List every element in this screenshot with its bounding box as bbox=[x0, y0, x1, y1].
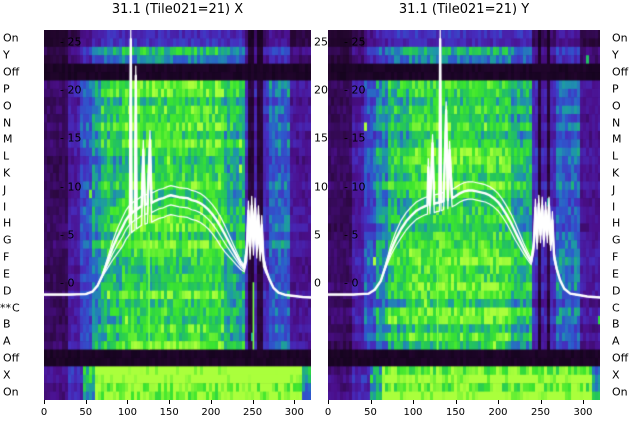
inner-db-tick-0-5: - 5 bbox=[60, 228, 75, 242]
row-label-right-3: P bbox=[612, 82, 619, 96]
x-tick-mark-0-200 bbox=[210, 400, 212, 404]
inner-db-tick-0-0: - 0 bbox=[60, 276, 75, 290]
inner-db-tick-1-20: - 20 bbox=[344, 83, 366, 97]
x-tick-label-1-250: 250 bbox=[530, 407, 551, 418]
x-tick-mark-0-300 bbox=[294, 400, 296, 404]
x-tick-mark-1-150 bbox=[455, 400, 457, 404]
row-label-right-15: D bbox=[612, 284, 621, 298]
row-label-right-6: M bbox=[612, 132, 622, 146]
x-tick-label-0-0: 0 bbox=[40, 407, 48, 418]
x-tick-mark-1-0 bbox=[328, 400, 329, 404]
row-label-left-19: Off bbox=[3, 351, 20, 365]
row-label-right-19: Off bbox=[612, 351, 629, 365]
row-label-right-12: G bbox=[612, 233, 621, 247]
row-label-left-16: C bbox=[12, 301, 20, 314]
between-db-tick-15: 15 bbox=[314, 131, 328, 145]
row-label-right-10: I bbox=[612, 200, 616, 214]
x-tick-label-0-300: 300 bbox=[284, 407, 304, 418]
heatmap-plot-y bbox=[328, 30, 600, 400]
row-label-right-7: L bbox=[612, 149, 619, 163]
row-label-left-18: A bbox=[3, 334, 11, 348]
between-db-tick-20: 20 bbox=[314, 83, 328, 97]
inner-db-tick-0-25: - 25 bbox=[60, 35, 82, 49]
row-label-right-5: N bbox=[612, 116, 621, 129]
x-tick-label-0-250: 250 bbox=[243, 407, 263, 418]
inner-db-tick-1-15: - 15 bbox=[344, 131, 366, 145]
between-db-tick-5: 5 bbox=[314, 228, 321, 242]
x-tick-mark-0-150 bbox=[169, 400, 171, 404]
x-tick-label-0-50: 50 bbox=[79, 407, 93, 418]
inner-db-tick-0-10: - 10 bbox=[60, 180, 82, 194]
x-tick-label-1-200: 200 bbox=[488, 407, 508, 418]
row-label-right-1: Y bbox=[612, 48, 619, 62]
x-tick-label-1-0: 0 bbox=[324, 407, 332, 418]
row-label-right-4: O bbox=[612, 99, 621, 113]
row-label-left-10: I bbox=[3, 200, 7, 214]
x-tick-mark-0-100 bbox=[127, 400, 129, 404]
row-label-left-7: L bbox=[3, 149, 10, 163]
row-label-left-12: G bbox=[3, 233, 12, 247]
inner-db-tick-1-25: - 25 bbox=[344, 35, 366, 49]
row-label-right-18: A bbox=[612, 334, 620, 348]
row-label-left-14: E bbox=[3, 267, 10, 281]
between-db-tick-10: 10 bbox=[314, 180, 328, 194]
x-tick-label-0-150: 150 bbox=[159, 407, 179, 418]
x-tick-mark-1-100 bbox=[413, 400, 414, 404]
x-tick-mark-1-200 bbox=[498, 400, 499, 404]
row-label-left-9: J bbox=[3, 183, 7, 197]
inner-db-tick-1-0: - 0 bbox=[344, 276, 359, 290]
row-label-right-13: F bbox=[612, 250, 619, 264]
row-label-right-0: On bbox=[612, 31, 628, 45]
inner-db-tick-1-10: - 10 bbox=[344, 180, 366, 194]
row-label-left-1: Y bbox=[3, 48, 10, 62]
x-tick-mark-1-50 bbox=[370, 400, 372, 404]
plot-title-x: 31.1 (Tile021=21) X bbox=[111, 2, 244, 17]
row-label-left-0: On bbox=[3, 31, 19, 45]
row-label-left-11: H bbox=[3, 216, 12, 230]
row-label-right-21: On bbox=[612, 385, 628, 399]
row-label-right-11: H bbox=[612, 216, 621, 230]
row-label-left-2: Off bbox=[3, 65, 20, 79]
plot-title-y: 31.1 (Tile021=21) Y bbox=[398, 2, 530, 17]
row-label-left-15: D bbox=[3, 284, 12, 298]
inner-db-tick-1-5: - 5 bbox=[344, 228, 359, 242]
heatmap-plot-x bbox=[44, 30, 311, 400]
special-row-marker: ** bbox=[0, 301, 11, 314]
x-tick-label-1-100: 100 bbox=[403, 407, 423, 418]
row-label-left-21: On bbox=[3, 385, 19, 399]
row-label-left-13: F bbox=[3, 250, 10, 264]
x-tick-mark-0-50 bbox=[85, 400, 87, 404]
x-tick-mark-1-250 bbox=[540, 400, 542, 404]
x-tick-mark-1-300 bbox=[583, 400, 584, 404]
row-label-right-20: X bbox=[612, 368, 620, 382]
row-label-left-5: N bbox=[3, 116, 12, 129]
row-label-left-6: M bbox=[3, 132, 13, 146]
x-tick-label-1-50: 50 bbox=[364, 407, 377, 418]
row-label-left-8: K bbox=[3, 166, 11, 180]
row-label-right-14: E bbox=[612, 267, 619, 281]
row-label-right-9: J bbox=[612, 183, 616, 197]
x-tick-mark-0-0 bbox=[44, 400, 45, 404]
x-tick-label-1-150: 150 bbox=[445, 407, 466, 418]
row-label-left-3: P bbox=[3, 82, 10, 96]
row-label-right-2: Off bbox=[612, 65, 629, 79]
row-label-right-16: C bbox=[612, 301, 620, 314]
row-label-left-20: X bbox=[3, 368, 11, 382]
x-tick-mark-0-250 bbox=[252, 400, 254, 404]
inner-db-tick-0-15: - 15 bbox=[60, 131, 82, 145]
x-tick-label-0-200: 200 bbox=[201, 407, 221, 418]
between-db-tick-0: 0 bbox=[314, 276, 321, 290]
row-label-left-4: O bbox=[3, 99, 12, 113]
row-label-left-17: B bbox=[3, 317, 11, 331]
row-label-right-8: K bbox=[612, 166, 620, 180]
x-tick-label-0-100: 100 bbox=[117, 407, 137, 418]
between-db-tick-25: 25 bbox=[314, 35, 328, 49]
x-tick-label-1-300: 300 bbox=[573, 407, 593, 418]
row-label-right-17: B bbox=[612, 317, 620, 331]
inner-db-tick-0-20: - 20 bbox=[60, 83, 82, 97]
